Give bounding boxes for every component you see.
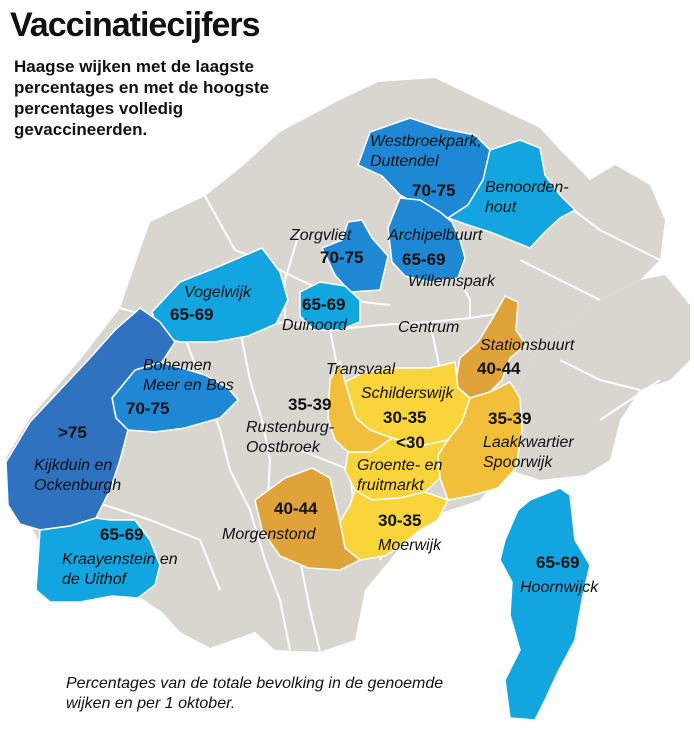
label-bohemen-2: Meer en Bos xyxy=(143,377,234,394)
pct-zorgvliet: 70-75 xyxy=(320,248,363,267)
pct-archipelbuurt: 65-69 xyxy=(402,250,445,269)
label-transvaal: Transvaal xyxy=(326,361,396,378)
label-westbroekpark-2: Duttendel xyxy=(370,153,439,170)
area-stationsbuurt xyxy=(454,295,528,399)
label-kraayenstein-1: Kraayenstein en xyxy=(62,551,178,568)
label-willemspark: Willemspark xyxy=(408,273,496,290)
label-bohemen-1: Bohemen xyxy=(143,357,212,374)
pct-duinoord: 65-69 xyxy=(302,295,345,314)
label-schilderswijk: Schilderswijk xyxy=(361,385,454,402)
area-duinoord xyxy=(299,281,361,331)
label-groente-1: Groente- en xyxy=(357,457,442,474)
label-kraayenstein-2: de Uithof xyxy=(62,571,128,588)
map-labels: Westbroekpark, Duttendel 70-75 Benoorden… xyxy=(34,133,599,596)
city-east-arm xyxy=(510,275,690,480)
area-kraayenstein xyxy=(35,517,161,603)
label-archipelbuurt: Archipelbuurt xyxy=(387,227,483,244)
label-zorgvliet: Zorgvliet xyxy=(289,227,352,244)
area-zorgvliet xyxy=(320,219,389,293)
label-kijkduin-2: Ockenburgh xyxy=(34,477,121,494)
label-laakkwartier-2: Spoorwijk xyxy=(483,454,553,471)
label-groente-2: fruitmarkt xyxy=(357,477,424,494)
footnote: Percentages van de totale bevolking in d… xyxy=(66,675,444,712)
pct-bohemen: 70-75 xyxy=(126,399,169,418)
area-morgenstond xyxy=(254,467,362,571)
pct-moerwijk: 30-35 xyxy=(378,511,421,530)
pct-stationsbuurt: 40-44 xyxy=(477,359,521,378)
pct-hoornwijck: 65-69 xyxy=(536,553,579,572)
area-hoornwijck xyxy=(499,487,591,721)
label-kijkduin-1: Kijkduin en xyxy=(34,457,112,474)
page-subtitle: Haagse wijken met de laagste percentages… xyxy=(14,57,270,139)
page-title: Vaccinatiecijfers xyxy=(10,6,261,44)
label-vogelwijk: Vogelwijk xyxy=(184,284,252,301)
pct-morgenstond: 40-44 xyxy=(274,499,318,518)
pct-rustenburg: 35-39 xyxy=(288,395,331,414)
label-rustenburg-1: Rustenburg- xyxy=(246,419,334,436)
area-benoordenhout xyxy=(446,139,577,249)
pct-vogelwijk: 65-69 xyxy=(170,305,213,324)
area-archipelbuurt xyxy=(387,197,466,283)
pct-laakkwartier: 35-39 xyxy=(488,409,531,428)
pct-groente: <30 xyxy=(396,433,425,452)
label-stationsbuurt: Stationsbuurt xyxy=(480,337,575,354)
pct-westbroekpark: 70-75 xyxy=(412,181,455,200)
pct-schilderswijk: 30-35 xyxy=(383,408,426,427)
label-moerwijk: Moerwijk xyxy=(378,537,442,554)
pct-kraayenstein: 65-69 xyxy=(100,525,143,544)
label-benoordenhout-2: hout xyxy=(485,199,517,216)
label-duinoord: Duinoord xyxy=(282,317,348,334)
label-rustenburg-2: Oostbroek xyxy=(246,439,321,456)
label-centrum: Centrum xyxy=(398,319,459,336)
label-benoordenhout-1: Benoorden- xyxy=(485,179,569,196)
pct-kijkduin: >75 xyxy=(58,423,87,442)
label-morgenstond: Morgenstond xyxy=(222,526,316,543)
label-westbroekpark-1: Westbroekpark, xyxy=(370,133,482,150)
highlighted-neighbourhoods xyxy=(5,117,591,721)
label-laakkwartier-1: Laakkwartier xyxy=(483,434,574,451)
label-hoornwijck: Hoornwijck xyxy=(520,579,599,596)
area-vogelwijk xyxy=(151,247,289,343)
